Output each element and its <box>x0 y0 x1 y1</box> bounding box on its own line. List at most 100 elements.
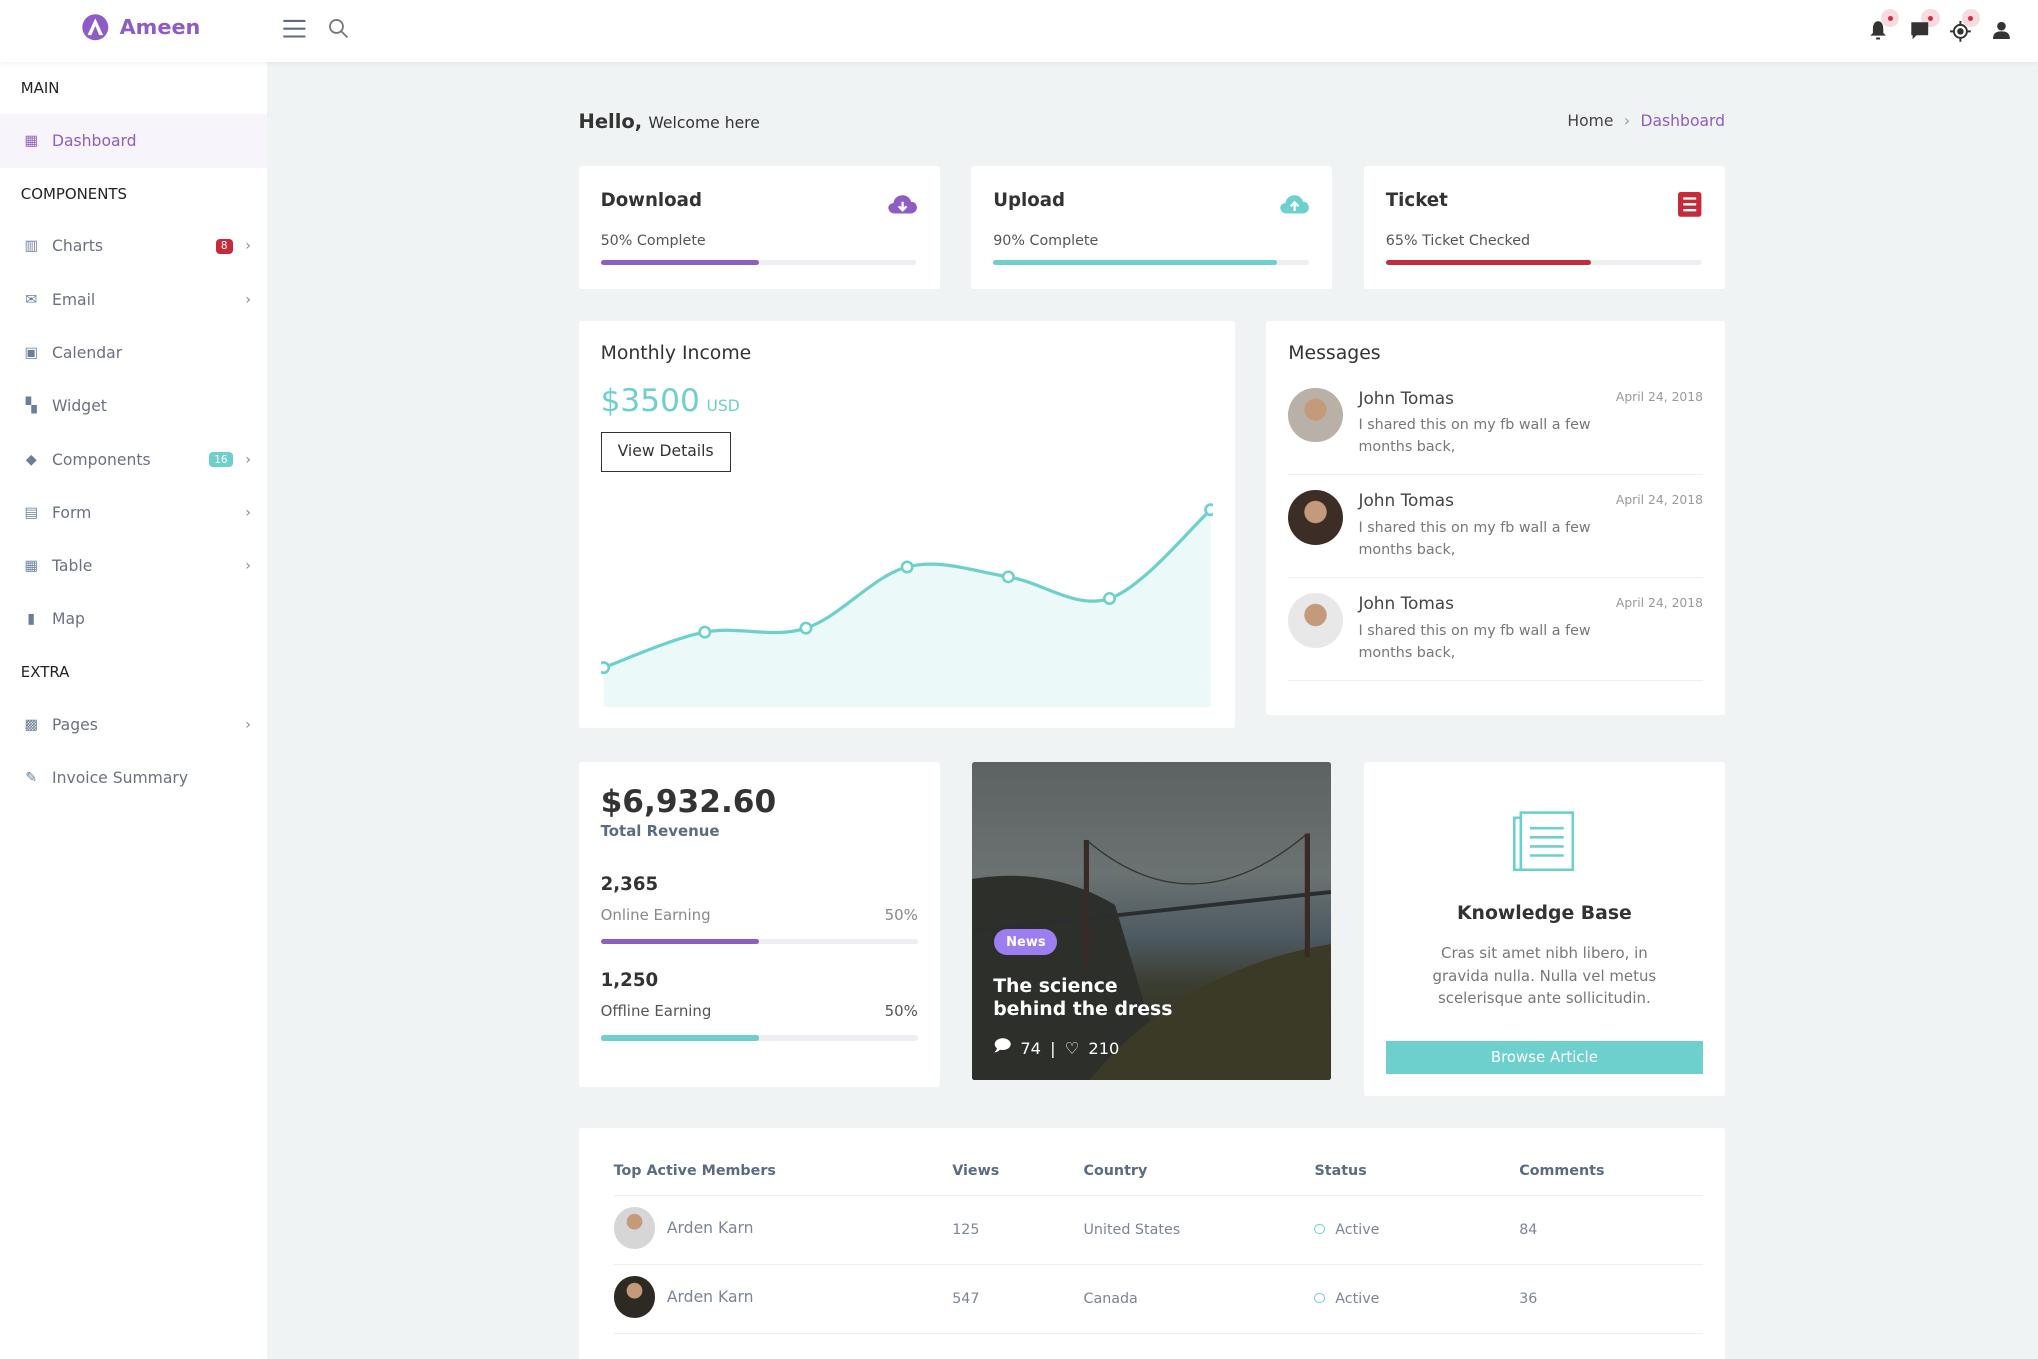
members-table: Top Active Members Views Country Status Comm… <box>613 1163 1703 1334</box>
income-amount: $3500 USD <box>600 383 740 420</box>
bridge-photo <box>972 832 1332 1081</box>
online-earning: 2,365 Online Earning 50% <box>600 874 918 945</box>
kb-title: Knowledge Base <box>1456 903 1632 925</box>
chevron-right-icon: › <box>245 238 251 255</box>
sidebar-item-components[interactable]: ◆ Components 16 › <box>0 433 267 486</box>
map-icon: ▮ <box>27 611 36 628</box>
avatar <box>1288 387 1343 443</box>
top-header: Ameen <box>0 0 2038 63</box>
avatar <box>1288 490 1343 546</box>
bell-icon[interactable] <box>1869 9 1900 44</box>
column-header[interactable]: Views <box>952 1163 1084 1197</box>
logo[interactable]: Ameen <box>81 13 201 42</box>
components-badge: 16 <box>209 452 233 467</box>
section-extra: EXTRA <box>20 663 70 682</box>
progress-fill <box>600 939 760 945</box>
location-icon[interactable] <box>1949 9 1980 44</box>
sidebar-item-form[interactable]: ▤ Form › <box>24 503 251 522</box>
stat-card-upload: Upload 90% Complete <box>971 166 1333 289</box>
browse-article-button[interactable]: Browse Article <box>1385 1041 1703 1074</box>
message-item[interactable]: John Tomas I shared this on my fb wall a… <box>1288 475 1703 578</box>
edit-icon: ✎ <box>25 770 38 786</box>
download-progress <box>600 259 917 266</box>
envelope-icon: ✉ <box>25 291 38 308</box>
progress-fill <box>600 1035 760 1041</box>
app-name: Ameen <box>119 15 201 40</box>
messages-title: Messages <box>1288 343 1381 365</box>
chevron-right-icon: › <box>1623 111 1631 130</box>
comment-icon: 🗩︎ <box>993 1035 1012 1055</box>
pages-icon: ▩ <box>24 716 38 733</box>
heart-icon[interactable]: ♡ <box>1064 1038 1080 1058</box>
revenue-card: $6,932.60 Total Revenue 2,365 Online Ear… <box>578 761 940 1087</box>
breadcrumb-home[interactable]: Home <box>1567 111 1614 130</box>
cloud-upload-icon <box>1280 194 1310 214</box>
sidebar-item-charts[interactable]: ▥ Charts 8 › <box>24 237 251 256</box>
section-main: MAIN <box>20 79 60 98</box>
chart-point[interactable] <box>1102 592 1116 606</box>
search-icon[interactable] <box>328 18 349 39</box>
sidebar-item-widget[interactable]: ▚ Widget <box>0 380 267 433</box>
news-stats: 🗩︎ 74 | ♡ 210 <box>993 1035 1119 1062</box>
column-header[interactable]: Top Active Members <box>613 1163 953 1197</box>
ticket-progress <box>1385 259 1702 266</box>
document-icon <box>1513 811 1575 871</box>
chart-point[interactable] <box>1001 570 1015 584</box>
total-revenue-label: Total Revenue <box>600 822 720 841</box>
avatar <box>1288 593 1343 648</box>
sidebar-item-email[interactable]: ✉ Email › <box>25 290 251 309</box>
table-row[interactable]: Arden Karn 547 Canada Active 36 <box>613 1264 1703 1334</box>
breadcrumb: Home › Dashboard <box>1567 112 1725 130</box>
column-header[interactable]: Comments <box>1519 1163 1703 1197</box>
view-details-button[interactable]: View Details <box>600 431 731 472</box>
table-row[interactable]: Arden Karn 125 United States Active 84 <box>613 1195 1703 1265</box>
news-card[interactable]: News The science behind the dress 🗩︎ 74 | ♡… <box>972 761 1332 1081</box>
progress-fill <box>993 259 1278 266</box>
sidebar-item-calendar[interactable]: ▣ Calendar <box>24 343 123 362</box>
status-dot-icon <box>1314 1292 1325 1303</box>
column-header[interactable]: Status <box>1314 1163 1520 1197</box>
chart-point[interactable] <box>600 661 610 675</box>
sidebar-item-dashboard[interactable]: ▦ Dashboard <box>0 114 267 168</box>
news-title[interactable]: The science behind the dress <box>993 975 1173 1021</box>
progress-fill <box>1385 259 1592 266</box>
calendar-icon: ▣ <box>24 344 38 361</box>
chevron-right-icon: › <box>245 291 251 308</box>
menu-icon[interactable] <box>282 17 307 40</box>
breadcrumb-current: Dashboard <box>1640 111 1726 130</box>
chart-point[interactable] <box>799 621 813 635</box>
upload-progress <box>993 259 1310 266</box>
chevron-right-icon: › <box>245 558 251 575</box>
online-earning-progress <box>600 939 918 945</box>
offline-earning-progress <box>600 1035 918 1041</box>
stat-card-download: Download 50% Complete <box>578 166 940 289</box>
message-item[interactable]: John Tomas I shared this on my fb wall a… <box>1288 372 1703 475</box>
user-icon[interactable] <box>1992 21 2010 39</box>
cloud-download-icon <box>887 194 917 214</box>
message-item[interactable]: John Tomas I shared this on my fb wall a… <box>1288 578 1703 681</box>
messages-card: Messages John Tomas I shared this on my … <box>1266 321 1726 715</box>
sidebar-item-table[interactable]: ▦ Table › <box>24 557 251 576</box>
chart-point[interactable] <box>697 625 711 639</box>
dashboard-icon: ▦ <box>24 133 38 150</box>
chat-icon[interactable] <box>1910 9 1940 44</box>
sidebar: MAIN ▦ Dashboard COMPONENTS ▥ Charts 8 › ✉ Em… <box>0 62 267 1359</box>
greeting: Hello, Welcome here <box>578 110 760 134</box>
sidebar-item-pages[interactable]: ▩ Pages › <box>24 715 251 734</box>
section-components: COMPONENTS <box>20 184 128 203</box>
chart-point[interactable] <box>1203 503 1213 517</box>
offline-earning: 1,250 Offline Earning 50% <box>600 970 918 1041</box>
sidebar-item-invoice-summary[interactable]: ✎ Invoice Summary <box>25 769 189 787</box>
monthly-income-card: Monthly Income $3500 USD View Details <box>578 321 1235 728</box>
stat-card-ticket: Ticket 65% Ticket Checked <box>1363 166 1726 289</box>
logo-icon <box>81 14 108 41</box>
form-icon: ▤ <box>24 504 38 521</box>
column-header[interactable]: Country <box>1083 1163 1315 1197</box>
chevron-right-icon: › <box>245 451 251 468</box>
top-members-table-card: Top Active Members Views Country Status Comm… <box>578 1128 1726 1359</box>
chart-point[interactable] <box>900 560 914 574</box>
bar-chart-icon: ▥ <box>24 238 38 255</box>
table-icon: ▦ <box>24 558 38 575</box>
sidebar-item-map[interactable]: ▮ Map <box>0 593 267 646</box>
total-revenue-value: $6,932.60 <box>600 783 777 820</box>
